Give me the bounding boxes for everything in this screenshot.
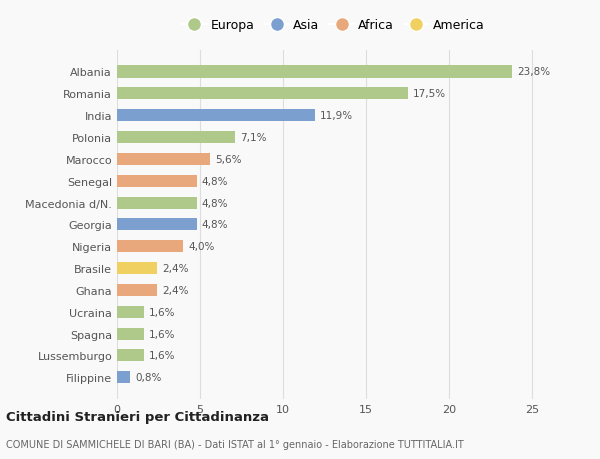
Bar [117,371,130,383]
Text: 11,9%: 11,9% [320,111,353,121]
Text: 1,6%: 1,6% [149,351,175,361]
Text: 4,8%: 4,8% [202,176,228,186]
Legend: Europa, Asia, Africa, America: Europa, Asia, Africa, America [176,14,490,37]
Bar [117,306,143,318]
Text: 4,8%: 4,8% [202,220,228,230]
Bar [117,153,210,166]
Text: 2,4%: 2,4% [162,285,188,295]
Bar [117,110,315,122]
Bar [117,350,143,362]
Text: 7,1%: 7,1% [240,133,266,143]
Bar [117,175,197,187]
Text: 1,6%: 1,6% [149,307,175,317]
Text: 4,8%: 4,8% [202,198,228,208]
Bar [117,88,408,100]
Bar [117,132,235,144]
Text: 1,6%: 1,6% [149,329,175,339]
Bar [117,67,512,78]
Text: 17,5%: 17,5% [413,89,446,99]
Bar [117,219,197,231]
Bar [117,284,157,297]
Text: 2,4%: 2,4% [162,263,188,274]
Bar [117,263,157,274]
Text: 23,8%: 23,8% [517,67,551,77]
Bar [117,197,197,209]
Bar [117,241,184,253]
Text: 5,6%: 5,6% [215,155,242,164]
Text: 0,8%: 0,8% [135,373,161,382]
Text: 4,0%: 4,0% [188,242,215,252]
Text: Cittadini Stranieri per Cittadinanza: Cittadini Stranieri per Cittadinanza [6,410,269,423]
Text: COMUNE DI SAMMICHELE DI BARI (BA) - Dati ISTAT al 1° gennaio - Elaborazione TUTT: COMUNE DI SAMMICHELE DI BARI (BA) - Dati… [6,440,464,449]
Bar [117,328,143,340]
